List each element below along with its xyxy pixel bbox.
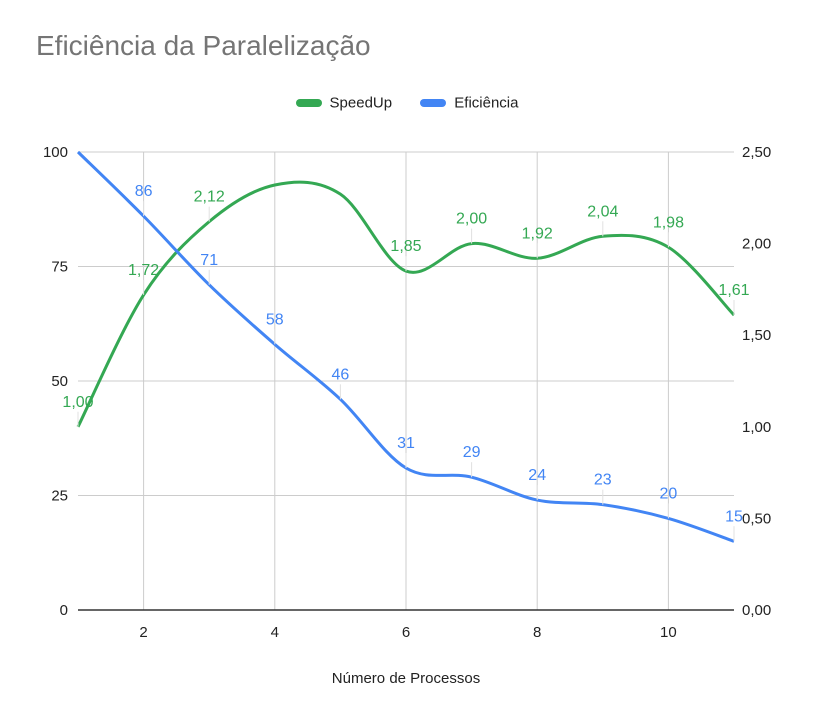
series-line-eficiencia (76, 150, 735, 543)
y-right-tick-label: 2,00 (742, 236, 771, 253)
y-left-tick-label: 25 (51, 488, 68, 505)
data-label-eficiencia: 71 (200, 252, 218, 269)
data-label-eficiencia: 31 (397, 435, 415, 452)
x-tick-label: 8 (533, 624, 541, 641)
x-tick-label: 10 (660, 624, 677, 641)
y-right-tick-label: 0,00 (742, 602, 771, 619)
data-label-speedup: 1,85 (390, 238, 421, 255)
data-label-speedup: 1,61 (718, 282, 749, 299)
data-label-speedup: 1,00 (62, 394, 93, 411)
y-left-tick-label: 100 (43, 144, 68, 161)
x-tick-label: 2 (139, 624, 147, 641)
data-label-eficiencia: 24 (528, 467, 546, 484)
chart-title: Eficiência da Paralelização (36, 30, 371, 61)
data-label-eficiencia: 58 (266, 311, 284, 328)
y-left-tick-label: 75 (51, 259, 68, 276)
data-label-speedup: 1,98 (653, 214, 684, 231)
y-right-tick-label: 1,50 (742, 327, 771, 344)
legend-item-eficiencia[interactable]: Eficiência (420, 94, 518, 112)
data-label-eficiencia: 15 (725, 508, 743, 525)
y-left-tick-label: 50 (51, 373, 68, 390)
data-label-speedup: 2,00 (456, 211, 487, 228)
data-label-eficiencia: 86 (135, 183, 153, 200)
x-tick-label: 4 (271, 624, 279, 641)
legend: SpeedUp Eficiência (0, 94, 814, 112)
y-right-tick-label: 1,00 (742, 419, 771, 436)
legend-swatch-speedup (295, 99, 322, 108)
x-axis-title: Número de Processos (332, 670, 480, 687)
series-line-speedup (76, 180, 736, 428)
x-tick-label: 6 (402, 624, 410, 641)
data-label-eficiencia: 23 (594, 472, 612, 489)
data-label-eficiencia: 29 (463, 444, 481, 461)
data-label-speedup: 1,72 (128, 262, 159, 279)
data-label-speedup: 1,92 (522, 225, 553, 242)
data-label-speedup: 2,12 (194, 189, 225, 206)
y-right-tick-label: 2,50 (742, 144, 771, 161)
y-left-tick-label: 0 (60, 602, 68, 619)
data-label-eficiencia: 20 (660, 485, 678, 502)
data-label-eficiencia: 46 (332, 366, 350, 383)
legend-item-speedup[interactable]: SpeedUp (295, 94, 393, 112)
legend-label-speedup: SpeedUp (329, 94, 393, 112)
y-right-tick-label: 0,50 (742, 510, 771, 527)
data-label-speedup: 2,04 (587, 203, 618, 220)
legend-swatch-eficiencia (420, 99, 447, 108)
legend-label-eficiencia: Eficiência (454, 94, 519, 112)
